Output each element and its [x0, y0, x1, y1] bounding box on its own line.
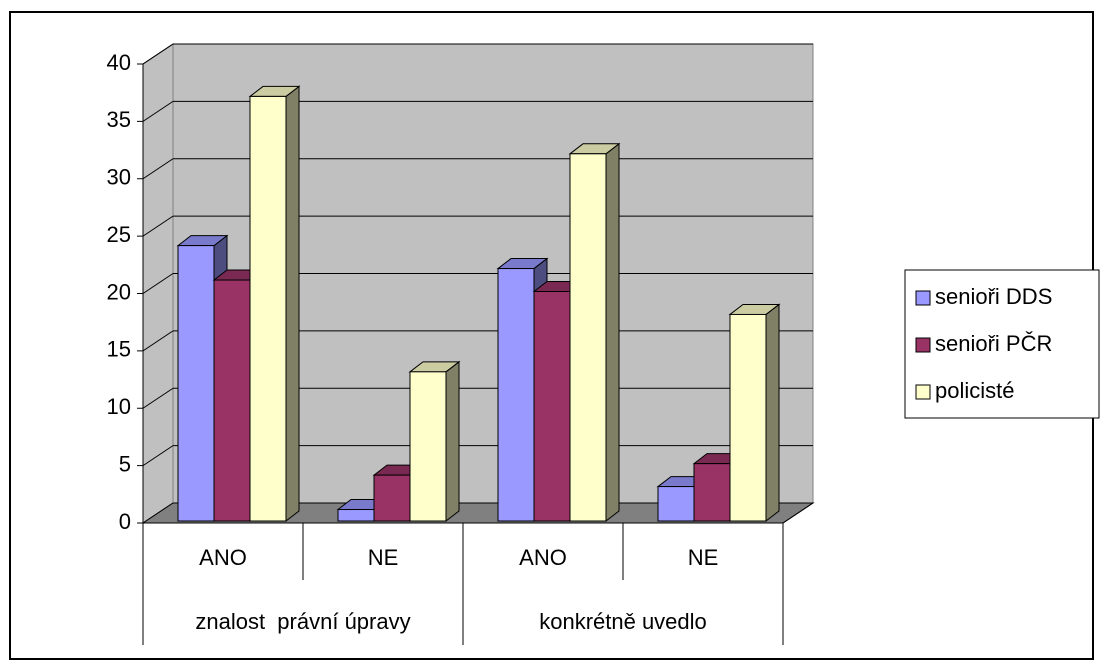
bar [569, 153, 607, 522]
bar [213, 279, 251, 522]
legend-label: senioři DDS [935, 284, 1052, 309]
y-tick-label: 15 [107, 337, 131, 362]
bar [409, 371, 447, 522]
x-tick-label: ANO [199, 545, 247, 570]
y-tick-label: 5 [119, 451, 131, 476]
x-tick-label: NE [368, 545, 399, 570]
bar [373, 474, 411, 522]
grid-line [142, 273, 174, 294]
bar-side [445, 360, 460, 523]
grid-line [142, 215, 174, 237]
bar [729, 313, 767, 522]
group-label: konkrétně uvedlo [539, 609, 707, 634]
bar [693, 463, 731, 522]
legend-swatch [915, 290, 931, 306]
bar [657, 486, 695, 522]
bar [177, 245, 215, 522]
y-tick-label: 35 [107, 107, 131, 132]
grid-line [142, 100, 174, 122]
bar [337, 509, 375, 522]
legend-swatch [915, 337, 931, 353]
bar-side [765, 303, 780, 523]
legend [904, 269, 1100, 419]
legend-label: senioři PČR [935, 331, 1052, 356]
bar [533, 291, 571, 522]
grid-line [142, 387, 174, 409]
bar [249, 95, 287, 522]
floor-edge [782, 502, 814, 524]
x-tick-label: ANO [519, 545, 567, 570]
bar [497, 268, 535, 522]
y-tick-label: 40 [107, 50, 131, 75]
group-label: znalost právní úpravy [195, 609, 410, 634]
bar-side [605, 142, 620, 523]
grid-line [142, 158, 174, 180]
legend-label: policisté [935, 378, 1014, 403]
y-tick-label: 10 [107, 394, 131, 419]
x-tick-label: NE [688, 545, 719, 570]
y-tick-label: 25 [107, 222, 131, 247]
bar-side [285, 85, 300, 523]
y-tick-label: 0 [119, 509, 131, 534]
grid-line [142, 43, 174, 65]
y-tick-label: 20 [107, 279, 131, 304]
legend-swatch [915, 384, 931, 400]
grid-line [142, 330, 174, 352]
grid-line [142, 445, 174, 467]
y-tick-label: 30 [107, 165, 131, 190]
